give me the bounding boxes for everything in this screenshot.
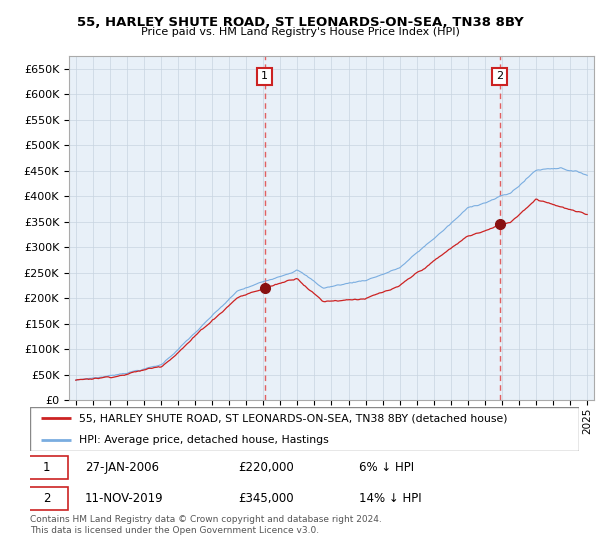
Text: 2: 2 bbox=[496, 72, 503, 81]
Text: 55, HARLEY SHUTE ROAD, ST LEONARDS-ON-SEA, TN38 8BY (detached house): 55, HARLEY SHUTE ROAD, ST LEONARDS-ON-SE… bbox=[79, 413, 508, 423]
FancyBboxPatch shape bbox=[25, 487, 68, 510]
Text: 14% ↓ HPI: 14% ↓ HPI bbox=[359, 492, 422, 505]
Text: £345,000: £345,000 bbox=[239, 492, 294, 505]
FancyBboxPatch shape bbox=[25, 456, 68, 479]
Text: 55, HARLEY SHUTE ROAD, ST LEONARDS-ON-SEA, TN38 8BY: 55, HARLEY SHUTE ROAD, ST LEONARDS-ON-SE… bbox=[77, 16, 523, 29]
Text: 1: 1 bbox=[43, 461, 50, 474]
Text: 2: 2 bbox=[43, 492, 50, 505]
Text: 11-NOV-2019: 11-NOV-2019 bbox=[85, 492, 164, 505]
Text: £220,000: £220,000 bbox=[239, 461, 295, 474]
Text: 1: 1 bbox=[261, 72, 268, 81]
Text: Price paid vs. HM Land Registry's House Price Index (HPI): Price paid vs. HM Land Registry's House … bbox=[140, 27, 460, 37]
Text: 6% ↓ HPI: 6% ↓ HPI bbox=[359, 461, 415, 474]
Text: Contains HM Land Registry data © Crown copyright and database right 2024.
This d: Contains HM Land Registry data © Crown c… bbox=[30, 515, 382, 535]
Text: HPI: Average price, detached house, Hastings: HPI: Average price, detached house, Hast… bbox=[79, 435, 329, 445]
Text: 27-JAN-2006: 27-JAN-2006 bbox=[85, 461, 159, 474]
